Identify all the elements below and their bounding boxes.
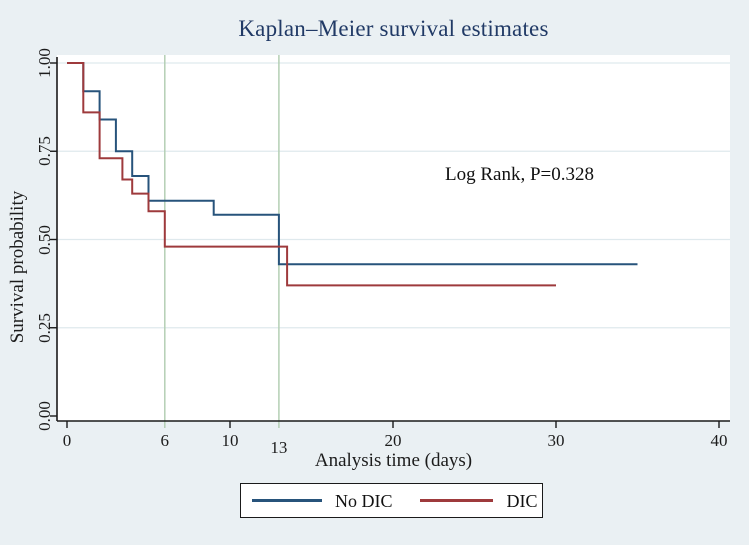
x-tick-label: 20 [384, 431, 402, 450]
survival-curve-no-dic [67, 62, 638, 266]
legend: No DIC DIC [240, 483, 543, 518]
legend-item-no-dic: No DIC [252, 492, 393, 510]
x-tick-label: 30 [547, 431, 565, 450]
x-tick-label: 10 [221, 431, 239, 450]
legend-item-dic: DIC [393, 492, 538, 510]
legend-line-no-dic [252, 499, 322, 502]
legend-label-dic: DIC [506, 490, 538, 511]
legend-line-dic [419, 499, 493, 502]
log-rank-annotation: Log Rank, P=0.328 [445, 164, 594, 185]
x-tick-label: 0 [62, 431, 72, 450]
plot-area [57, 55, 730, 421]
x-tick-label: 40 [710, 431, 728, 450]
y-axis-label: Survival probability [7, 190, 28, 344]
legend-label-no-dic: No DIC [335, 490, 393, 511]
chart-title: Kaplan–Meier survival estimates [238, 16, 549, 41]
x-reference-tick-label: 13 [270, 438, 288, 457]
survival-curve-dic [67, 62, 556, 287]
x-axis-label: Analysis time (days) [314, 450, 473, 471]
y-tick-label: 0.25 [35, 312, 54, 343]
y-tick-label: 0.00 [35, 401, 54, 431]
y-tick-label: 0.75 [35, 136, 54, 167]
x-reference-tick-label: 6 [160, 431, 170, 450]
y-tick-label: 0.50 [35, 224, 54, 255]
y-tick-label: 1.00 [35, 48, 54, 78]
